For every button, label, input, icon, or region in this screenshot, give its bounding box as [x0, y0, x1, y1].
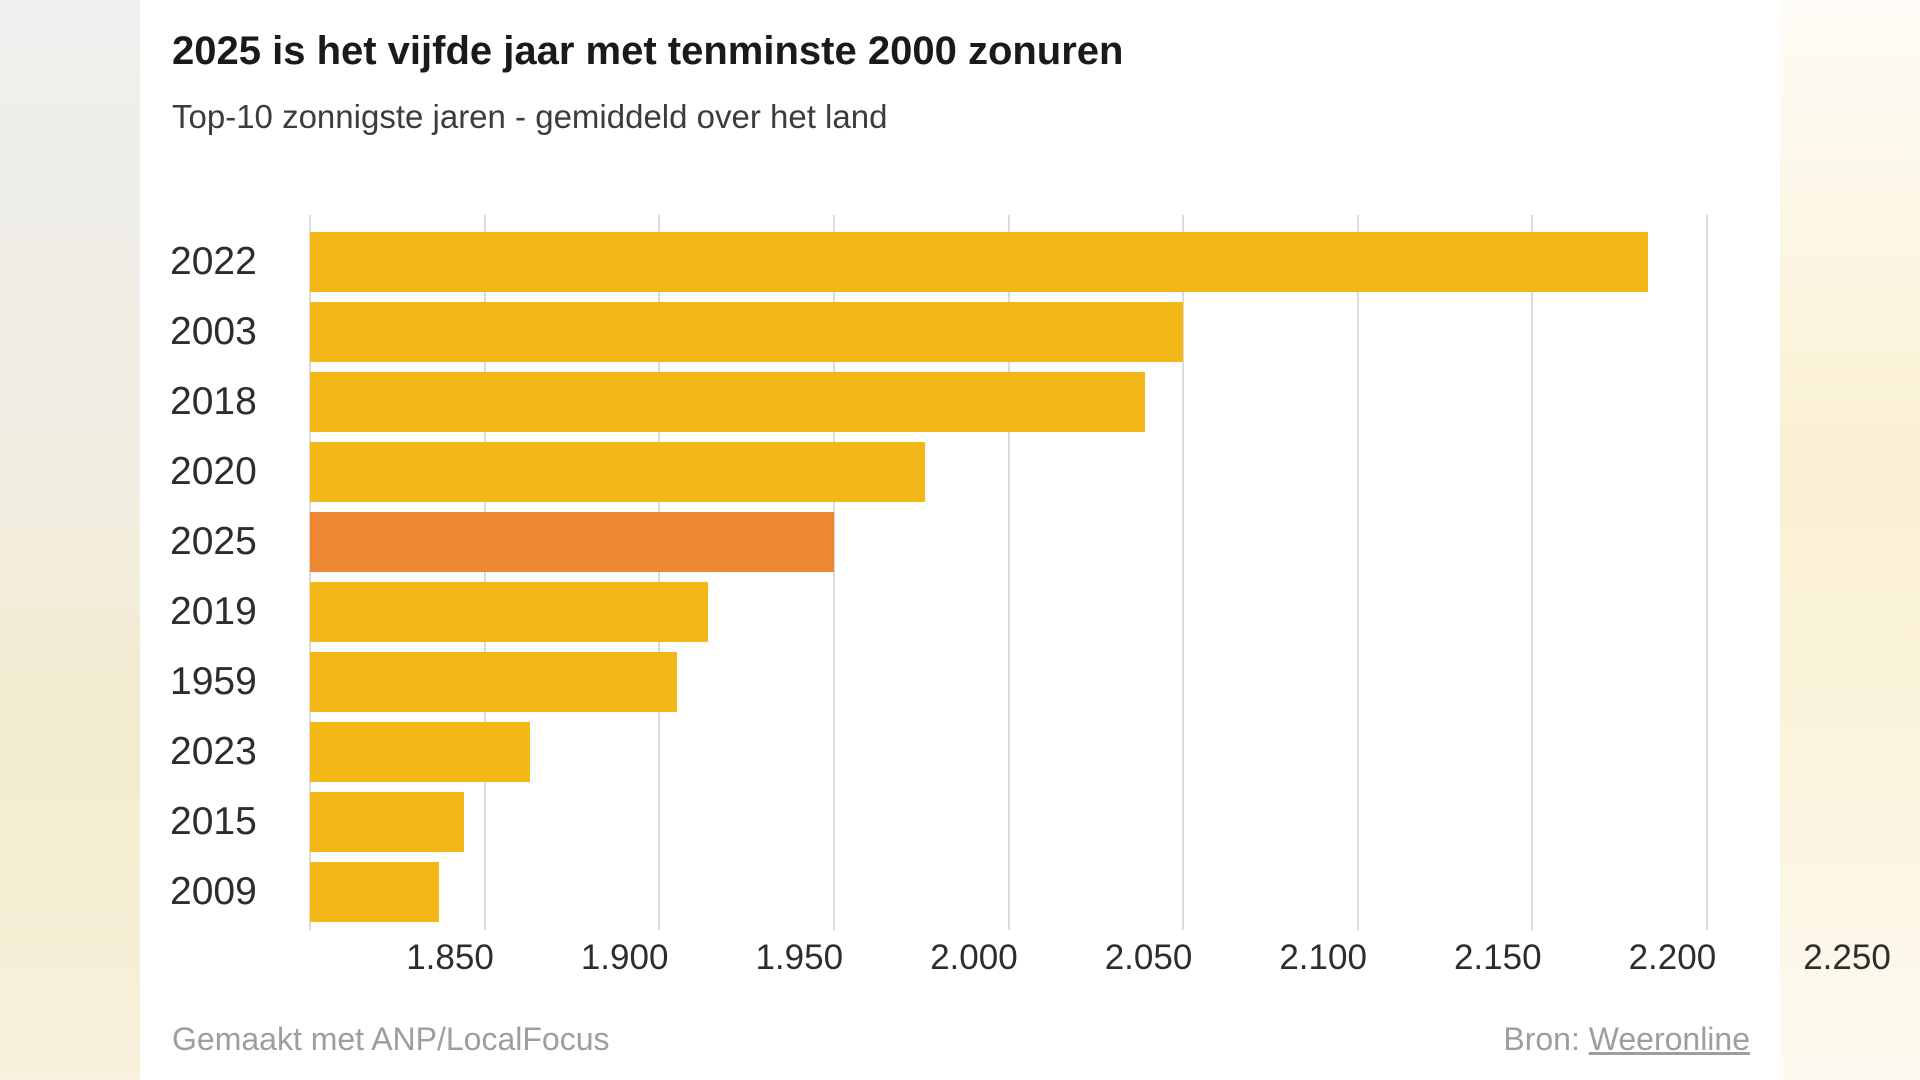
bar-track — [310, 372, 1707, 432]
year-label: 2022 — [170, 240, 257, 283]
x-tick-label: 2.200 — [1628, 938, 1717, 977]
bar-track — [310, 302, 1707, 362]
bar-track — [310, 722, 1707, 782]
chart-row-2018: 2018 — [140, 367, 1780, 437]
x-tick-label: 2.100 — [1279, 938, 1367, 977]
chart-row-2019: 2019 — [140, 577, 1780, 647]
chart-row-1959: 1959 — [140, 647, 1780, 717]
gridlines — [309, 215, 1708, 930]
chart-card: 2025 is het vijfde jaar met tenminste 20… — [140, 0, 1891, 1080]
bar-2003 — [310, 302, 1184, 362]
bar-2019 — [310, 582, 709, 642]
background-blur-right — [1780, 0, 1920, 1080]
x-tick-label: 1.950 — [755, 938, 844, 977]
bar-track — [310, 652, 1707, 712]
chart-footer: Gemaakt met ANP/LocalFocus Bron: Weeronl… — [172, 1021, 1750, 1058]
chart-title: 2025 is het vijfde jaar met tenminste 20… — [172, 29, 1124, 73]
chart-rows: 2022 2003 2018 2020 2025 2019 1959 2023 2015 2009 — [140, 227, 1780, 927]
year-label: 1959 — [170, 660, 257, 703]
gridline — [1531, 215, 1534, 930]
gridline — [1182, 215, 1185, 930]
chart-row-2025: 2025 — [140, 507, 1780, 577]
bar-2020 — [310, 442, 925, 502]
x-axis: 1.850 1.900 1.950 2.000 2.050 2.100 2.150 2.200… — [406, 938, 1891, 982]
chart-row-2003: 2003 — [140, 297, 1780, 367]
bar-chart: 2022 2003 2018 2020 2025 2019 1959 2023 2015 2009 — [140, 215, 1780, 930]
bar-2025 — [310, 512, 834, 572]
year-label: 2009 — [170, 870, 257, 913]
bar-2023 — [310, 722, 531, 782]
x-tick-label: 1.850 — [406, 938, 494, 977]
year-label: 2015 — [170, 800, 257, 843]
year-label: 2023 — [170, 730, 257, 773]
bar-track — [310, 582, 1707, 642]
source-label: Bron: — [1503, 1021, 1580, 1057]
background-blur-left — [0, 0, 140, 1080]
gridline — [658, 215, 661, 930]
x-tick-label: 2.150 — [1453, 938, 1542, 977]
year-label: 2003 — [170, 310, 257, 353]
bar-track — [310, 792, 1707, 852]
x-tick-label: 2.050 — [1104, 938, 1193, 977]
bar-track — [310, 442, 1707, 502]
gridline — [483, 215, 486, 930]
bar-2009 — [310, 862, 440, 922]
year-label: 2020 — [170, 450, 257, 493]
bar-1959 — [310, 652, 677, 712]
gridline — [309, 215, 311, 930]
gridline — [1007, 215, 1010, 930]
chart-row-2023: 2023 — [140, 717, 1780, 787]
bar-2018 — [310, 372, 1145, 432]
x-tick-label: 1.900 — [580, 938, 669, 977]
gridline — [1706, 215, 1708, 930]
chart-row-2022: 2022 — [140, 227, 1780, 297]
year-label: 2025 — [170, 520, 257, 563]
source-link[interactable]: Weeronline — [1588, 1021, 1750, 1057]
chart-row-2015: 2015 — [140, 787, 1780, 857]
source-text: Bron: Weeronline — [1503, 1021, 1750, 1058]
bar-2015 — [310, 792, 464, 852]
bar-track — [310, 862, 1707, 922]
year-label: 2018 — [170, 380, 257, 423]
chart-row-2020: 2020 — [140, 437, 1780, 507]
x-tick-label: 2.000 — [930, 938, 1018, 977]
x-tick-label: 2.250 — [1803, 938, 1891, 977]
bar-track — [310, 232, 1707, 292]
bar-2022 — [310, 232, 1648, 292]
gridline — [1356, 215, 1359, 930]
chart-subtitle: Top-10 zonnigste jaren - gemiddeld over … — [172, 98, 888, 135]
gridline — [832, 215, 835, 930]
credit-text: Gemaakt met ANP/LocalFocus — [172, 1021, 610, 1057]
bar-track — [310, 512, 1707, 572]
chart-row-2009: 2009 — [140, 857, 1780, 927]
year-label: 2019 — [170, 590, 257, 633]
